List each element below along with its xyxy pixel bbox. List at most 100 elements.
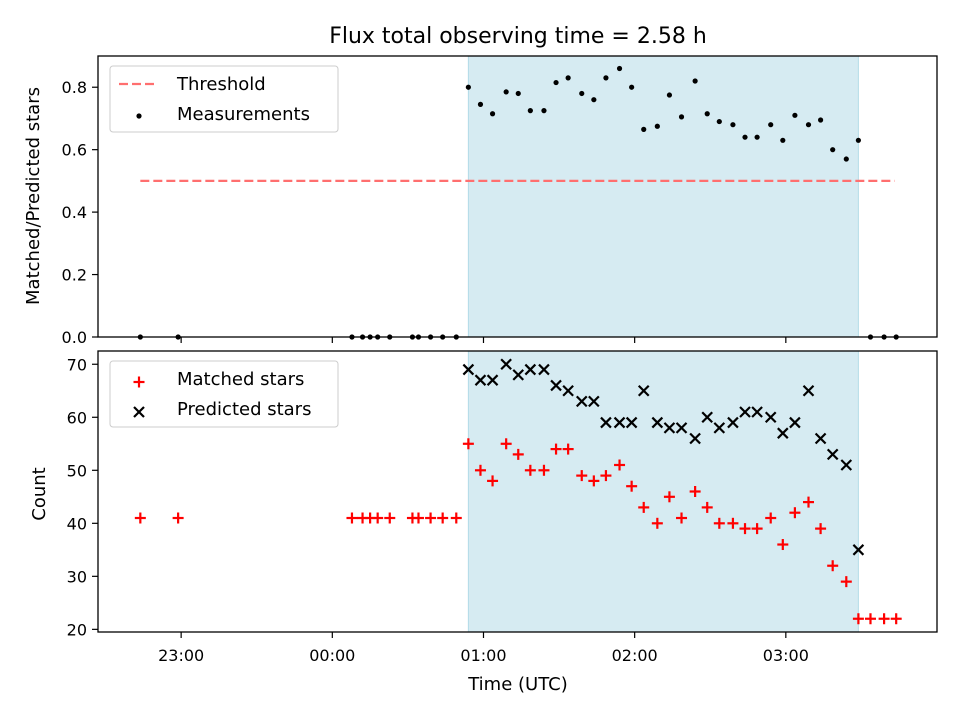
measurements-point <box>855 137 861 143</box>
matched-stars-point <box>412 512 424 524</box>
matched-stars-point <box>384 512 396 524</box>
x-tick-label: 01:00 <box>460 646 506 665</box>
matched-stars-point <box>676 512 688 524</box>
predicted-stars-point <box>663 422 676 434</box>
legend-matched-stars-swatch <box>133 376 145 388</box>
predicted-stars-point <box>550 379 562 392</box>
bottom-y-tick-label: 50 <box>67 461 87 480</box>
matched-stars-point <box>890 613 902 625</box>
top-legend-box <box>109 65 339 133</box>
measurements-point <box>817 117 824 123</box>
predicted-stars-point <box>789 416 801 429</box>
measurements-point <box>742 134 748 140</box>
predicted-stars-point <box>512 369 525 381</box>
matched-stars-point <box>474 464 486 476</box>
measurements-point <box>565 75 571 81</box>
measurements-point <box>730 122 736 128</box>
x-tick-label: 00:00 <box>309 646 355 665</box>
top-y-axis-label: Matched/Predicted stars <box>23 87 44 305</box>
measurements-point <box>830 147 836 153</box>
matched-stars-point <box>864 613 876 625</box>
bottom-axes-frame <box>97 350 938 633</box>
legend-measurements-swatch <box>136 113 142 119</box>
matched-stars-point <box>462 438 474 450</box>
matched-stars-point <box>134 512 146 524</box>
measurements-point <box>591 97 597 103</box>
matched-stars-point <box>576 470 588 482</box>
top-y-tick-label: 0.8 <box>62 78 87 97</box>
matched-stars-point <box>372 512 384 524</box>
predicted-stars-point <box>625 416 638 429</box>
predicted-stars-point <box>588 395 600 408</box>
matched-stars-point <box>562 443 574 455</box>
predicted-stars-point <box>675 422 688 434</box>
predicted-stars-point <box>500 358 512 371</box>
top-observing-window-span <box>467 55 859 338</box>
bottom-legend-box <box>109 360 339 428</box>
chart-title: Flux total observing time = 2.58 h <box>329 24 707 49</box>
predicted-stars-point <box>840 459 853 471</box>
measurements-point <box>603 75 609 81</box>
measurements-point <box>780 137 786 143</box>
matched-stars-point <box>878 613 890 625</box>
matched-stars-point <box>425 512 437 524</box>
predicted-stars-point <box>751 406 763 418</box>
measurements-point <box>541 108 547 114</box>
bottom-legend-label: Matched stars <box>177 369 304 390</box>
predicted-stars-point <box>575 395 588 408</box>
predicted-stars-point <box>651 416 664 429</box>
matched-stars-point <box>487 475 499 487</box>
matched-stars-point <box>346 512 358 524</box>
predicted-stars-point <box>613 416 626 429</box>
predicted-stars-point <box>524 363 537 376</box>
top-legend-label: Measurements <box>177 104 310 125</box>
measurements-point <box>477 101 484 107</box>
predicted-stars-point <box>814 432 827 445</box>
measurements-point <box>843 156 849 162</box>
x-tick-label: 03:00 <box>763 646 809 665</box>
bottom-observing-window-span <box>467 350 859 633</box>
measurements-point <box>515 90 521 97</box>
x-tick-label: 23:00 <box>158 646 204 665</box>
predicted-stars-point <box>727 416 739 429</box>
bottom-y-tick-label: 40 <box>67 514 87 533</box>
measurements-point <box>503 89 509 95</box>
measurements-point <box>678 114 685 120</box>
predicted-stars-point <box>538 363 550 376</box>
matched-stars-point <box>689 486 701 497</box>
predicted-stars-point <box>777 427 789 439</box>
x-tick-label: 02:00 <box>612 646 658 665</box>
matched-stars-point <box>803 496 815 508</box>
matched-stars-point <box>727 517 739 529</box>
bottom-y-tick-label: 30 <box>67 567 87 586</box>
top-y-tick-label: 0.6 <box>62 141 87 160</box>
matched-stars-point <box>663 491 675 503</box>
matched-stars-point <box>701 501 713 513</box>
top-y-tick-label: 0.0 <box>62 328 87 347</box>
bottom-y-tick-label: 60 <box>67 408 87 427</box>
predicted-stars-point <box>802 384 815 397</box>
measurements-point <box>716 118 722 125</box>
predicted-stars-point <box>689 432 701 445</box>
matched-stars-point <box>600 470 612 482</box>
matched-stars-point <box>626 480 638 492</box>
measurements-point <box>704 111 710 117</box>
measurements-point <box>768 122 774 128</box>
predicted-stars-point <box>826 448 839 461</box>
matched-stars-point <box>538 464 550 476</box>
top-y-tick-label: 0.2 <box>62 266 87 285</box>
top-legend-label: Threshold <box>176 74 266 95</box>
matched-stars-point <box>827 560 839 572</box>
matched-stars-point <box>815 523 827 535</box>
measurements-point <box>527 108 533 114</box>
matched-stars-point <box>638 501 650 513</box>
matched-stars-point <box>524 464 536 476</box>
matched-stars-point <box>852 613 864 625</box>
predicted-stars-point <box>701 411 713 424</box>
predicted-stars-point <box>637 384 650 397</box>
matched-stars-point <box>500 438 512 450</box>
bottom-legend: Matched stars Predicted stars <box>109 360 339 428</box>
matched-stars-point <box>739 523 751 535</box>
matched-stars-point <box>614 459 626 471</box>
predicted-stars-point <box>600 416 612 429</box>
